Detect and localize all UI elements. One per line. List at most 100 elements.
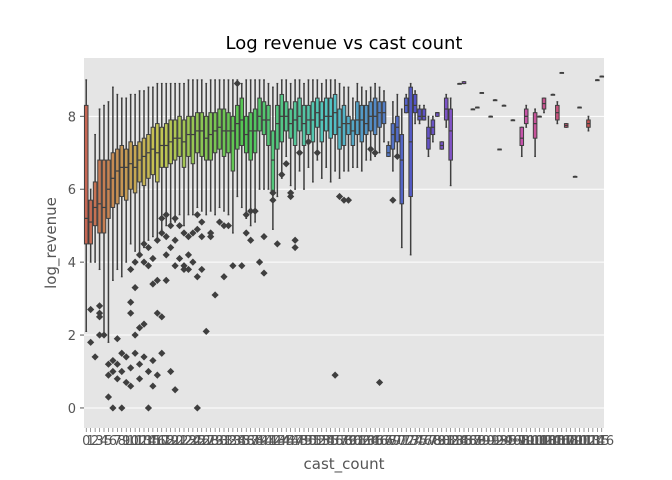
box-outlier bbox=[180, 265, 188, 274]
box-body bbox=[132, 144, 138, 194]
box-outlier bbox=[189, 258, 197, 266]
x-tick-label: 68 bbox=[380, 434, 397, 449]
box-body bbox=[292, 101, 298, 146]
box-outlier bbox=[184, 265, 193, 274]
box-group bbox=[439, 141, 445, 150]
box-body bbox=[101, 159, 107, 234]
x-tick-label: 21 bbox=[171, 434, 188, 449]
x-tick-label: 110 bbox=[563, 434, 588, 449]
box-outlier bbox=[371, 149, 379, 157]
box-group bbox=[595, 79, 600, 82]
x-tick-label: 91 bbox=[482, 434, 499, 449]
box-body bbox=[110, 152, 116, 208]
x-tick-label: 4 bbox=[100, 434, 108, 449]
x-tick-label: 56 bbox=[327, 434, 344, 449]
box-group bbox=[304, 79, 313, 168]
box-body bbox=[297, 97, 302, 132]
box-group bbox=[198, 79, 206, 274]
box-group bbox=[443, 93, 449, 128]
x-tick-label: 114 bbox=[580, 434, 605, 449]
box-group bbox=[359, 86, 365, 172]
box-outlier bbox=[393, 152, 401, 161]
box-body bbox=[350, 119, 356, 146]
x-tick-label: 66 bbox=[371, 434, 388, 449]
box-outlier bbox=[251, 207, 259, 215]
box-body bbox=[301, 104, 307, 146]
box-outlier bbox=[149, 254, 157, 263]
x-tick-label: 51 bbox=[305, 434, 322, 449]
x-tick-label: 36 bbox=[238, 434, 255, 449]
box-group bbox=[393, 93, 401, 161]
box-group bbox=[211, 79, 219, 299]
box-outlier bbox=[313, 149, 321, 157]
x-tick-label: 38 bbox=[247, 434, 264, 449]
x-tick-label: 111 bbox=[567, 434, 592, 449]
box-group bbox=[251, 79, 259, 223]
box-group bbox=[519, 126, 525, 158]
box-body bbox=[266, 104, 271, 146]
box-body bbox=[97, 159, 102, 234]
y-axis-label: log_revenue bbox=[42, 197, 61, 289]
box-outlier bbox=[118, 404, 126, 412]
box-group bbox=[247, 79, 255, 244]
box-group bbox=[291, 79, 299, 252]
box-group bbox=[282, 79, 290, 168]
box-group bbox=[87, 188, 95, 346]
x-tick-label: 52 bbox=[309, 434, 326, 449]
x-tick-label: 8 bbox=[118, 434, 126, 449]
box-group bbox=[457, 82, 462, 85]
box-group bbox=[563, 123, 569, 128]
x-tick-label: 92 bbox=[487, 434, 504, 449]
box-outlier bbox=[211, 291, 219, 299]
box-body bbox=[412, 93, 418, 114]
box-group bbox=[448, 97, 453, 187]
x-tick-label: 25 bbox=[189, 434, 206, 449]
box-outlier bbox=[127, 265, 135, 274]
box-group bbox=[149, 86, 157, 390]
box-group bbox=[229, 79, 237, 270]
box-outlier bbox=[153, 371, 161, 379]
box-group bbox=[430, 115, 436, 143]
box-series bbox=[83, 71, 605, 412]
box-body bbox=[328, 97, 333, 139]
x-tick-label: 22 bbox=[176, 434, 193, 449]
box-group bbox=[171, 82, 179, 394]
box-body bbox=[226, 112, 231, 154]
box-group bbox=[189, 79, 197, 266]
box-group bbox=[319, 82, 325, 179]
box-group bbox=[350, 97, 356, 168]
box-group bbox=[386, 141, 391, 158]
box-group bbox=[501, 104, 507, 107]
x-tick-label: 88 bbox=[469, 434, 486, 449]
x-tick-label: 83 bbox=[447, 434, 464, 449]
box-group bbox=[238, 82, 246, 270]
x-tick-label: 87 bbox=[465, 434, 482, 449]
box-outlier bbox=[95, 331, 104, 339]
x-tick-label: 0 bbox=[82, 434, 90, 449]
box-outlier bbox=[207, 233, 215, 241]
x-tick-label: 96 bbox=[505, 434, 522, 449]
box-group bbox=[417, 104, 422, 125]
x-tick-label: 46 bbox=[282, 434, 299, 449]
box-outlier bbox=[180, 229, 188, 237]
x-tick-label: 76 bbox=[416, 434, 433, 449]
box-group bbox=[340, 86, 348, 204]
box-body bbox=[417, 108, 422, 121]
box-body bbox=[519, 126, 525, 146]
box-outlier bbox=[193, 273, 201, 281]
box-body bbox=[270, 130, 276, 194]
box-outlier bbox=[202, 327, 210, 335]
box-group bbox=[497, 148, 502, 151]
box-outlier bbox=[167, 367, 175, 376]
x-tick-label: 55 bbox=[322, 434, 339, 449]
box-outlier bbox=[87, 305, 95, 314]
x-tick-label: 115 bbox=[585, 434, 610, 449]
box-body bbox=[141, 137, 147, 187]
box-group bbox=[220, 79, 228, 281]
box-group bbox=[175, 82, 184, 263]
box-group bbox=[135, 90, 144, 383]
box-outlier bbox=[291, 243, 299, 252]
x-tick-label: 102 bbox=[527, 434, 552, 449]
box-outlier bbox=[122, 378, 130, 387]
box-group bbox=[335, 82, 344, 201]
